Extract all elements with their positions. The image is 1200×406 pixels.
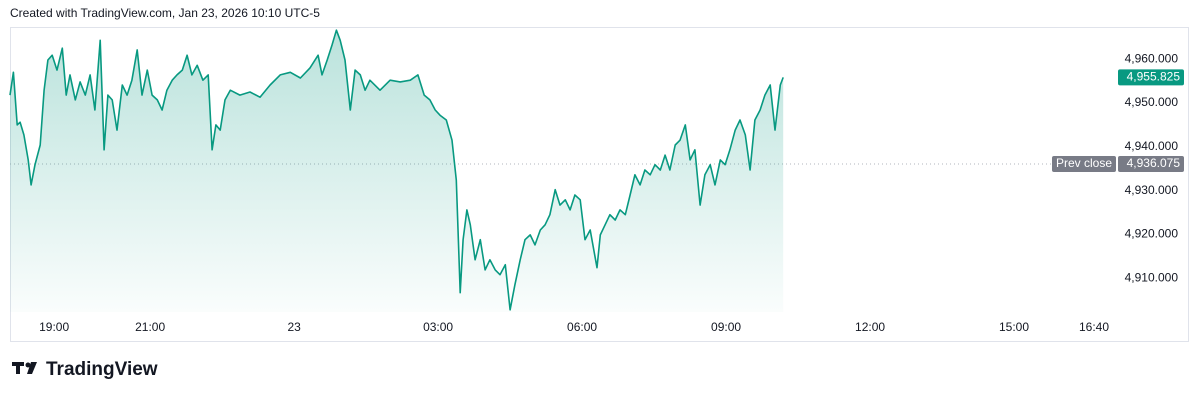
x-tick-label: 21:00 <box>135 320 165 334</box>
y-tick-label: 4,930.000 <box>1125 183 1179 197</box>
price-line <box>9 29 784 311</box>
prev-close-value-tag <box>1118 155 1184 172</box>
prev-close-tag <box>1052 155 1116 172</box>
logo-text: TradingView <box>46 359 158 380</box>
prev-close-value: 4,936.075 <box>1127 156 1181 170</box>
y-tick-label: 4,950.000 <box>1125 95 1179 109</box>
x-tick-label: 06:00 <box>567 320 597 334</box>
y-tick-label: 4,960.000 <box>1125 51 1179 65</box>
logo-icon <box>12 362 37 374</box>
x-tick-label: 16:40 <box>1079 320 1109 334</box>
x-tick-label: 15:00 <box>999 320 1029 334</box>
header: Created with TradingView.com, Jan 23, 20… <box>10 6 320 20</box>
x-tick-label: 03:00 <box>423 320 453 334</box>
area-fill <box>10 30 784 312</box>
x-tick-label: 23 <box>287 320 301 334</box>
y-tick-label: 4,920.000 <box>1125 227 1179 241</box>
x-tick-label: 19:00 <box>39 320 69 334</box>
y-tick-label: 4,910.000 <box>1125 270 1179 284</box>
x-tick-label: 12:00 <box>855 320 885 334</box>
x-tick-label: 09:00 <box>711 320 741 334</box>
y-tick-label: 4,940.000 <box>1125 139 1179 153</box>
last-price-tag <box>1118 69 1184 86</box>
prev-close-name: Prev close <box>1056 156 1112 170</box>
last-price-label: 4,955.825 <box>1127 70 1181 84</box>
